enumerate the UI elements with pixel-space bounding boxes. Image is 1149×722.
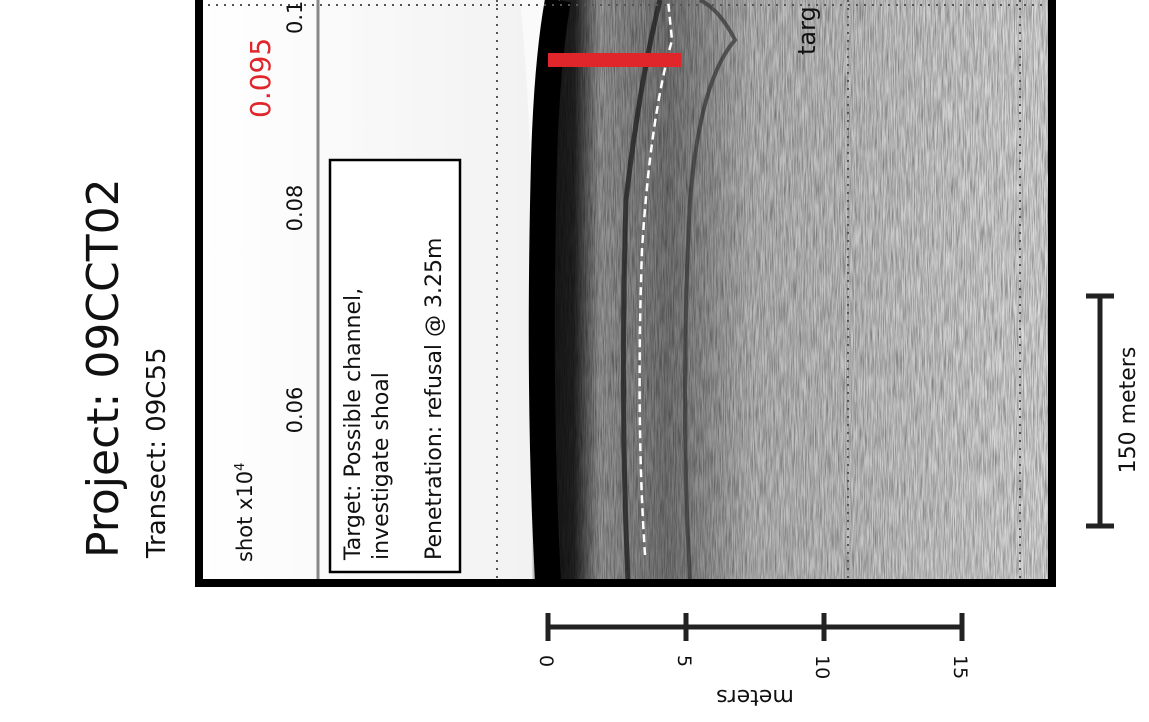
seismic-texture (540, 0, 1050, 580)
subtitle: Transect: 09C55 (142, 347, 172, 559)
panel-frame (195, 0, 1056, 587)
note-line: investigate shoal (369, 372, 394, 560)
target-marker (548, 53, 681, 67)
shot-tick-label: 0.08 (283, 185, 307, 232)
note-line: Target: Possible channel, (341, 288, 366, 561)
channel-reflector (683, 0, 738, 580)
vertical-scale-bar: meters 0 5 10 15 (535, 613, 971, 709)
title: Project: 09CCT02 (78, 178, 129, 558)
shot-tick-label: 0.1 (283, 1, 307, 34)
shot-tick-label: 0.06 (283, 387, 307, 434)
seismic-image (200, 0, 1050, 580)
interpreted-horizon (638, 0, 674, 556)
shot-axis-label: shot x104 (233, 463, 257, 562)
scale-tick-label: 0 (535, 655, 557, 667)
scale-label: meters (716, 684, 794, 709)
marker-label: 0.095 (244, 38, 277, 118)
note-box (328, 158, 462, 574)
target-label: targ (793, 6, 821, 55)
scale-tick-label: 15 (949, 655, 971, 679)
horizontal-scale-bar: 150 meters (1086, 293, 1141, 529)
scale-tick-label: 5 (673, 655, 695, 667)
note-line: Penetration: refusal @ 3.25m (422, 238, 447, 560)
scale-tick-label: 10 (811, 655, 833, 679)
scale-label: 150 meters (1116, 347, 1141, 474)
